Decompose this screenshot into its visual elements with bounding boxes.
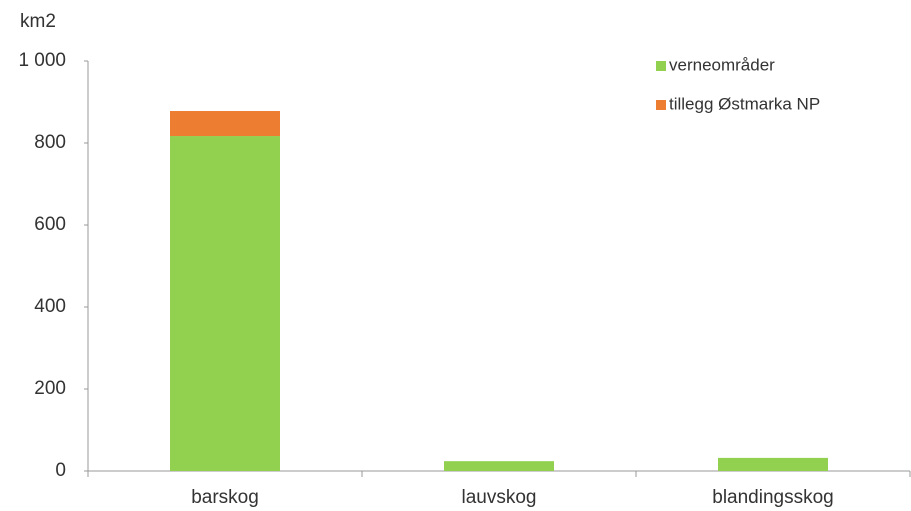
y-tick-label: 1 000 [18, 50, 66, 71]
y-tick-label: 200 [34, 378, 66, 399]
x-tick-label: lauvskog [462, 487, 537, 508]
y-tick-label: 0 [55, 460, 66, 481]
x-tick-label: barskog [191, 487, 259, 508]
bar-segment [444, 461, 554, 471]
legend-swatch [656, 100, 666, 110]
legend-label: tillegg Østmarka NP [669, 94, 820, 113]
bar-segment [170, 136, 280, 471]
y-axis-label: km2 [20, 11, 56, 32]
bar-segment [170, 111, 280, 137]
y-tick-label: 800 [34, 132, 66, 153]
bar-segment [718, 457, 828, 471]
x-tick-label: blandingsskog [712, 487, 833, 508]
y-tick-label: 400 [34, 296, 66, 317]
legend-swatch [656, 61, 666, 71]
legend-label: verneområder [669, 55, 775, 74]
y-tick-label: 600 [34, 214, 66, 235]
